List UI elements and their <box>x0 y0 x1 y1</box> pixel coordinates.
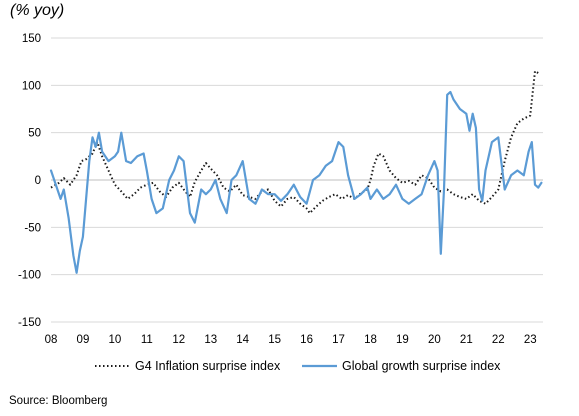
x-tick-label: 13 <box>204 334 217 346</box>
y-tick-label: 0 <box>35 175 41 187</box>
x-tick-label: 19 <box>396 334 409 346</box>
y-tick-label: 100 <box>22 80 41 92</box>
legend-label-inflation: G4 Inflation surprise index <box>135 359 281 373</box>
x-tick-label: 11 <box>141 334 153 346</box>
y-tick-label: 150 <box>22 33 41 45</box>
x-tick-label: 21 <box>460 334 473 346</box>
legend-label-growth: Global growth surprise index <box>342 359 501 373</box>
x-tick-label: 16 <box>300 334 313 346</box>
chart-svg: 150 100 50 0 -50 -100 -150 08 09 10 11 12 13 14 15 16 17… <box>18 33 543 373</box>
series-line-growth <box>49 90 543 274</box>
series-line-inflation <box>50 70 541 215</box>
x-tick-label: 12 <box>172 334 185 346</box>
x-tick-label: 20 <box>428 334 441 346</box>
x-tick-label: 08 <box>45 334 58 346</box>
chart-unit-label: (% yoy) <box>10 2 65 19</box>
x-tick-label: 23 <box>524 334 537 346</box>
x-tick-label: 10 <box>108 334 121 346</box>
x-tick-label: 17 <box>332 334 345 346</box>
x-tick-label: 22 <box>492 334 505 346</box>
y-tick-label: 50 <box>28 128 41 140</box>
y-tick-label: -150 <box>18 317 41 329</box>
x-tick-label: 14 <box>236 334 249 346</box>
source-note: Source: Bloomberg <box>9 395 108 407</box>
x-tick-label: 15 <box>268 334 281 346</box>
y-tick-label: -50 <box>24 222 41 234</box>
y-tick-label: -100 <box>18 270 41 282</box>
x-tick-label: 09 <box>77 334 90 346</box>
x-tick-label: 18 <box>364 334 377 346</box>
